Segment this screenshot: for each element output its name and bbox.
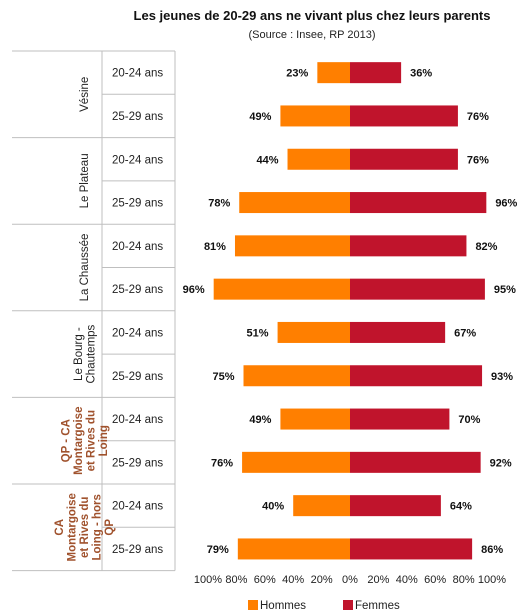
value-label-femmes: 92% bbox=[490, 457, 512, 469]
group-label: Vésine bbox=[79, 77, 91, 112]
bar-hommes bbox=[243, 365, 350, 387]
age-label: 25-29 ans bbox=[112, 111, 163, 123]
bar-hommes bbox=[242, 451, 350, 473]
age-labels: 20-24 ans 25-29 ans 20-24 ans 25-29 ans 20-2… bbox=[112, 68, 163, 556]
legend-label-femmes: Femmes bbox=[355, 600, 400, 612]
value-label-femmes: 95% bbox=[494, 284, 516, 296]
bar-femmes bbox=[350, 451, 481, 473]
bar-femmes bbox=[350, 278, 485, 300]
age-label: 25-29 ans bbox=[112, 284, 163, 296]
value-label-femmes: 70% bbox=[458, 414, 480, 426]
group-label: La Chaussée bbox=[79, 234, 91, 302]
group-labels: Vésine Le Plateau La Chaussée Le Bourg -Cha… bbox=[54, 77, 116, 562]
x-tick-label: 20% bbox=[311, 574, 333, 586]
bar-femmes bbox=[350, 365, 483, 387]
value-label-femmes: 86% bbox=[481, 544, 503, 556]
value-label-hommes: 81% bbox=[204, 241, 226, 253]
bar-femmes bbox=[350, 105, 458, 127]
x-tick-label: 60% bbox=[424, 574, 446, 586]
value-label-hommes: 23% bbox=[286, 68, 308, 80]
value-label-hommes: 96% bbox=[183, 284, 205, 296]
age-label: 20-24 ans bbox=[112, 327, 163, 339]
bar-femmes bbox=[350, 495, 441, 517]
bar-hommes bbox=[280, 105, 350, 127]
value-label-femmes: 64% bbox=[450, 501, 472, 513]
value-label-femmes: 93% bbox=[491, 371, 513, 383]
group-label: Le Plateau bbox=[79, 153, 91, 208]
value-label-femmes: 67% bbox=[454, 327, 476, 339]
age-label: 20-24 ans bbox=[112, 241, 163, 253]
value-label-hommes: 78% bbox=[208, 198, 230, 210]
value-label-femmes: 76% bbox=[467, 111, 489, 123]
chart-title: Les jeunes de 20-29 ans ne vivant plus c… bbox=[134, 8, 491, 23]
x-tick-label: 100% bbox=[194, 574, 222, 586]
bar-hommes bbox=[293, 495, 350, 517]
group-label: QP - CAMontargoiseet Rives duLoing bbox=[60, 407, 110, 475]
age-label: 25-29 ans bbox=[112, 371, 163, 383]
bar-femmes bbox=[350, 538, 473, 560]
age-label: 25-29 ans bbox=[112, 544, 163, 556]
chart-subtitle: (Source : Insee, RP 2013) bbox=[249, 29, 376, 41]
group-label: Le Bourg -Chautemps bbox=[73, 324, 98, 383]
value-labels: 23% 36% 49% 76% 44% 76% 78% 96% 81% 82% 96% 95% 51% 6… bbox=[183, 68, 518, 556]
age-label: 20-24 ans bbox=[112, 501, 163, 513]
bar-hommes bbox=[239, 192, 350, 214]
bars bbox=[213, 62, 487, 560]
x-tick-label: 40% bbox=[396, 574, 418, 586]
x-tick-label: 100% bbox=[478, 574, 506, 586]
value-label-hommes: 76% bbox=[211, 457, 233, 469]
group-label: CAMontargoiseet Rives duLoing - horsQP bbox=[54, 493, 116, 561]
legend-swatch-femmes bbox=[343, 600, 353, 610]
legend-swatch-hommes bbox=[248, 600, 258, 610]
bar-femmes bbox=[350, 408, 450, 430]
bar-hommes bbox=[317, 62, 350, 84]
x-axis-ticks: 100% 80% 60% 40% 20% 0% 20% 40% 60% 80% 100% bbox=[194, 574, 506, 586]
legend-label-hommes: Hommes bbox=[260, 600, 306, 612]
age-label: 25-29 ans bbox=[112, 198, 163, 210]
bar-femmes bbox=[350, 192, 487, 214]
value-label-femmes: 96% bbox=[495, 198, 517, 210]
value-label-hommes: 49% bbox=[249, 414, 271, 426]
x-tick-label: 80% bbox=[225, 574, 247, 586]
x-tick-label: 80% bbox=[453, 574, 475, 586]
value-label-femmes: 82% bbox=[475, 241, 497, 253]
bar-femmes bbox=[350, 148, 458, 170]
value-label-femmes: 36% bbox=[410, 68, 432, 80]
age-label: 20-24 ans bbox=[112, 414, 163, 426]
value-label-hommes: 49% bbox=[249, 111, 271, 123]
age-label: 25-29 ans bbox=[112, 457, 163, 469]
age-label: 20-24 ans bbox=[112, 68, 163, 80]
bar-femmes bbox=[350, 62, 402, 84]
x-tick-label: 0% bbox=[342, 574, 358, 586]
age-label: 20-24 ans bbox=[112, 154, 163, 166]
bar-hommes bbox=[237, 538, 350, 560]
value-label-hommes: 79% bbox=[207, 544, 229, 556]
bar-hommes bbox=[287, 148, 350, 170]
value-label-hommes: 44% bbox=[256, 154, 278, 166]
value-label-hommes: 51% bbox=[247, 327, 269, 339]
x-tick-label: 40% bbox=[282, 574, 304, 586]
bar-hommes bbox=[277, 321, 350, 343]
bar-hommes bbox=[280, 408, 350, 430]
bar-hommes bbox=[234, 235, 350, 257]
value-label-hommes: 75% bbox=[212, 371, 234, 383]
bar-hommes bbox=[213, 278, 350, 300]
bar-femmes bbox=[350, 235, 467, 257]
value-label-hommes: 40% bbox=[262, 501, 284, 513]
value-label-femmes: 76% bbox=[467, 154, 489, 166]
bar-femmes bbox=[350, 321, 446, 343]
x-tick-label: 60% bbox=[254, 574, 276, 586]
x-tick-label: 20% bbox=[367, 574, 389, 586]
legend: Hommes Femmes bbox=[248, 600, 400, 612]
category-dividers bbox=[12, 50, 176, 572]
